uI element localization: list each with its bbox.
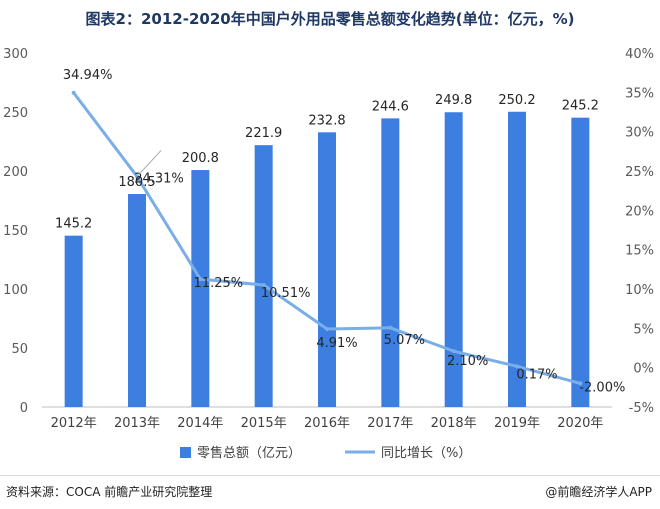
line-point xyxy=(261,282,266,287)
bar xyxy=(254,145,273,407)
bar-value-label: 245.2 xyxy=(562,99,599,114)
x-tick-label: 2014年 xyxy=(177,416,223,431)
left-tick-label: 0 xyxy=(20,401,28,416)
line-value-label: 2.10% xyxy=(447,354,488,369)
bar-value-label: 180.5 xyxy=(118,175,155,190)
x-tick-label: 2016年 xyxy=(304,416,350,431)
x-tick-label: 2020年 xyxy=(557,416,603,431)
line-point xyxy=(515,364,519,369)
line-value-label: 10.51% xyxy=(261,286,311,301)
bar xyxy=(381,118,400,407)
left-tick-label: 50 xyxy=(11,342,28,357)
footer-divider xyxy=(0,475,660,476)
bar-value-label: 249.8 xyxy=(435,93,472,108)
line-point xyxy=(135,174,139,179)
chart-title: 图表2：2012-2020年中国户外用品零售总额变化趋势(单位：亿元，%) xyxy=(85,10,575,28)
left-tick-label: 150 xyxy=(3,224,28,239)
right-tick-label: 10% xyxy=(625,283,654,298)
source-note: 资料来源：COCA 前瞻产业研究院整理 xyxy=(6,485,213,499)
bar-value-label: 200.8 xyxy=(182,151,219,166)
line-value-label: 34.94% xyxy=(63,68,113,83)
line-point xyxy=(325,327,329,332)
bar xyxy=(191,170,210,407)
line-point xyxy=(71,90,76,95)
line-point xyxy=(578,381,583,386)
leader-line xyxy=(138,150,162,175)
right-tick-label: -5% xyxy=(629,401,654,416)
line-series xyxy=(71,90,583,386)
legend: 零售总额（亿元） 同比增长（%） xyxy=(180,445,471,461)
left-axis: 0 50 100 150 200 250 300 xyxy=(3,47,28,416)
right-tick-label: 25% xyxy=(625,165,654,180)
line-value-label: 4.91% xyxy=(316,336,357,351)
bar xyxy=(128,194,146,407)
line-value-label: -2.00% xyxy=(579,380,625,395)
bar-series xyxy=(64,111,590,408)
x-tick-label: 2019年 xyxy=(494,416,540,431)
right-axis: -5% 0% 5% 10% 15% 20% 25% 30% 35% 40% xyxy=(625,47,654,416)
line-value-label: 5.07% xyxy=(384,333,425,348)
legend-bar-swatch xyxy=(180,447,191,458)
bar-value-label: 145.2 xyxy=(55,217,92,232)
x-tick-label: 2012年 xyxy=(51,416,97,431)
data-labels: 145.2 180.5 200.8 221.9 232.8 244.6 249.8 250.2… xyxy=(55,68,625,396)
legend-bar-label: 零售总额（亿元） xyxy=(197,445,301,461)
left-tick-label: 300 xyxy=(3,47,28,62)
right-tick-label: 40% xyxy=(625,47,654,62)
bar-value-label: 221.9 xyxy=(245,126,282,141)
right-tick-label: 30% xyxy=(625,126,654,141)
bar xyxy=(508,111,526,407)
line-point xyxy=(451,349,456,354)
bar xyxy=(64,235,83,407)
x-tick-label: 2017年 xyxy=(367,416,413,431)
left-tick-label: 100 xyxy=(3,283,28,298)
bar-value-label: 232.8 xyxy=(308,113,345,128)
right-tick-label: 15% xyxy=(625,244,654,259)
x-tick-label: 2015年 xyxy=(241,416,287,431)
right-tick-label: 35% xyxy=(625,86,654,101)
line-value-label: 0.17% xyxy=(516,367,557,382)
x-axis: 2012年 2013年 2014年 2015年 2016年 2017年 2018年 2019年… xyxy=(42,406,612,431)
right-tick-label: 5% xyxy=(633,322,654,337)
line-value-label: 24.31% xyxy=(134,171,184,186)
bar xyxy=(444,112,463,408)
bar-value-label: 244.6 xyxy=(372,99,409,114)
bar xyxy=(318,132,336,407)
right-tick-label: 20% xyxy=(625,204,654,219)
left-tick-label: 250 xyxy=(3,106,28,121)
line-value-label: 11.25% xyxy=(194,276,244,291)
brand-credit: @前瞻经济学人APP xyxy=(545,485,652,499)
legend-line-label: 同比增长（%） xyxy=(381,446,471,461)
x-tick-label: 2018年 xyxy=(431,416,477,431)
bar xyxy=(571,117,590,407)
left-tick-label: 200 xyxy=(3,165,28,180)
line-point xyxy=(388,325,393,330)
x-tick-label: 2013年 xyxy=(114,416,160,431)
bar-value-label: 250.2 xyxy=(498,93,535,108)
line-point xyxy=(198,277,203,282)
right-tick-label: 0% xyxy=(633,362,654,377)
